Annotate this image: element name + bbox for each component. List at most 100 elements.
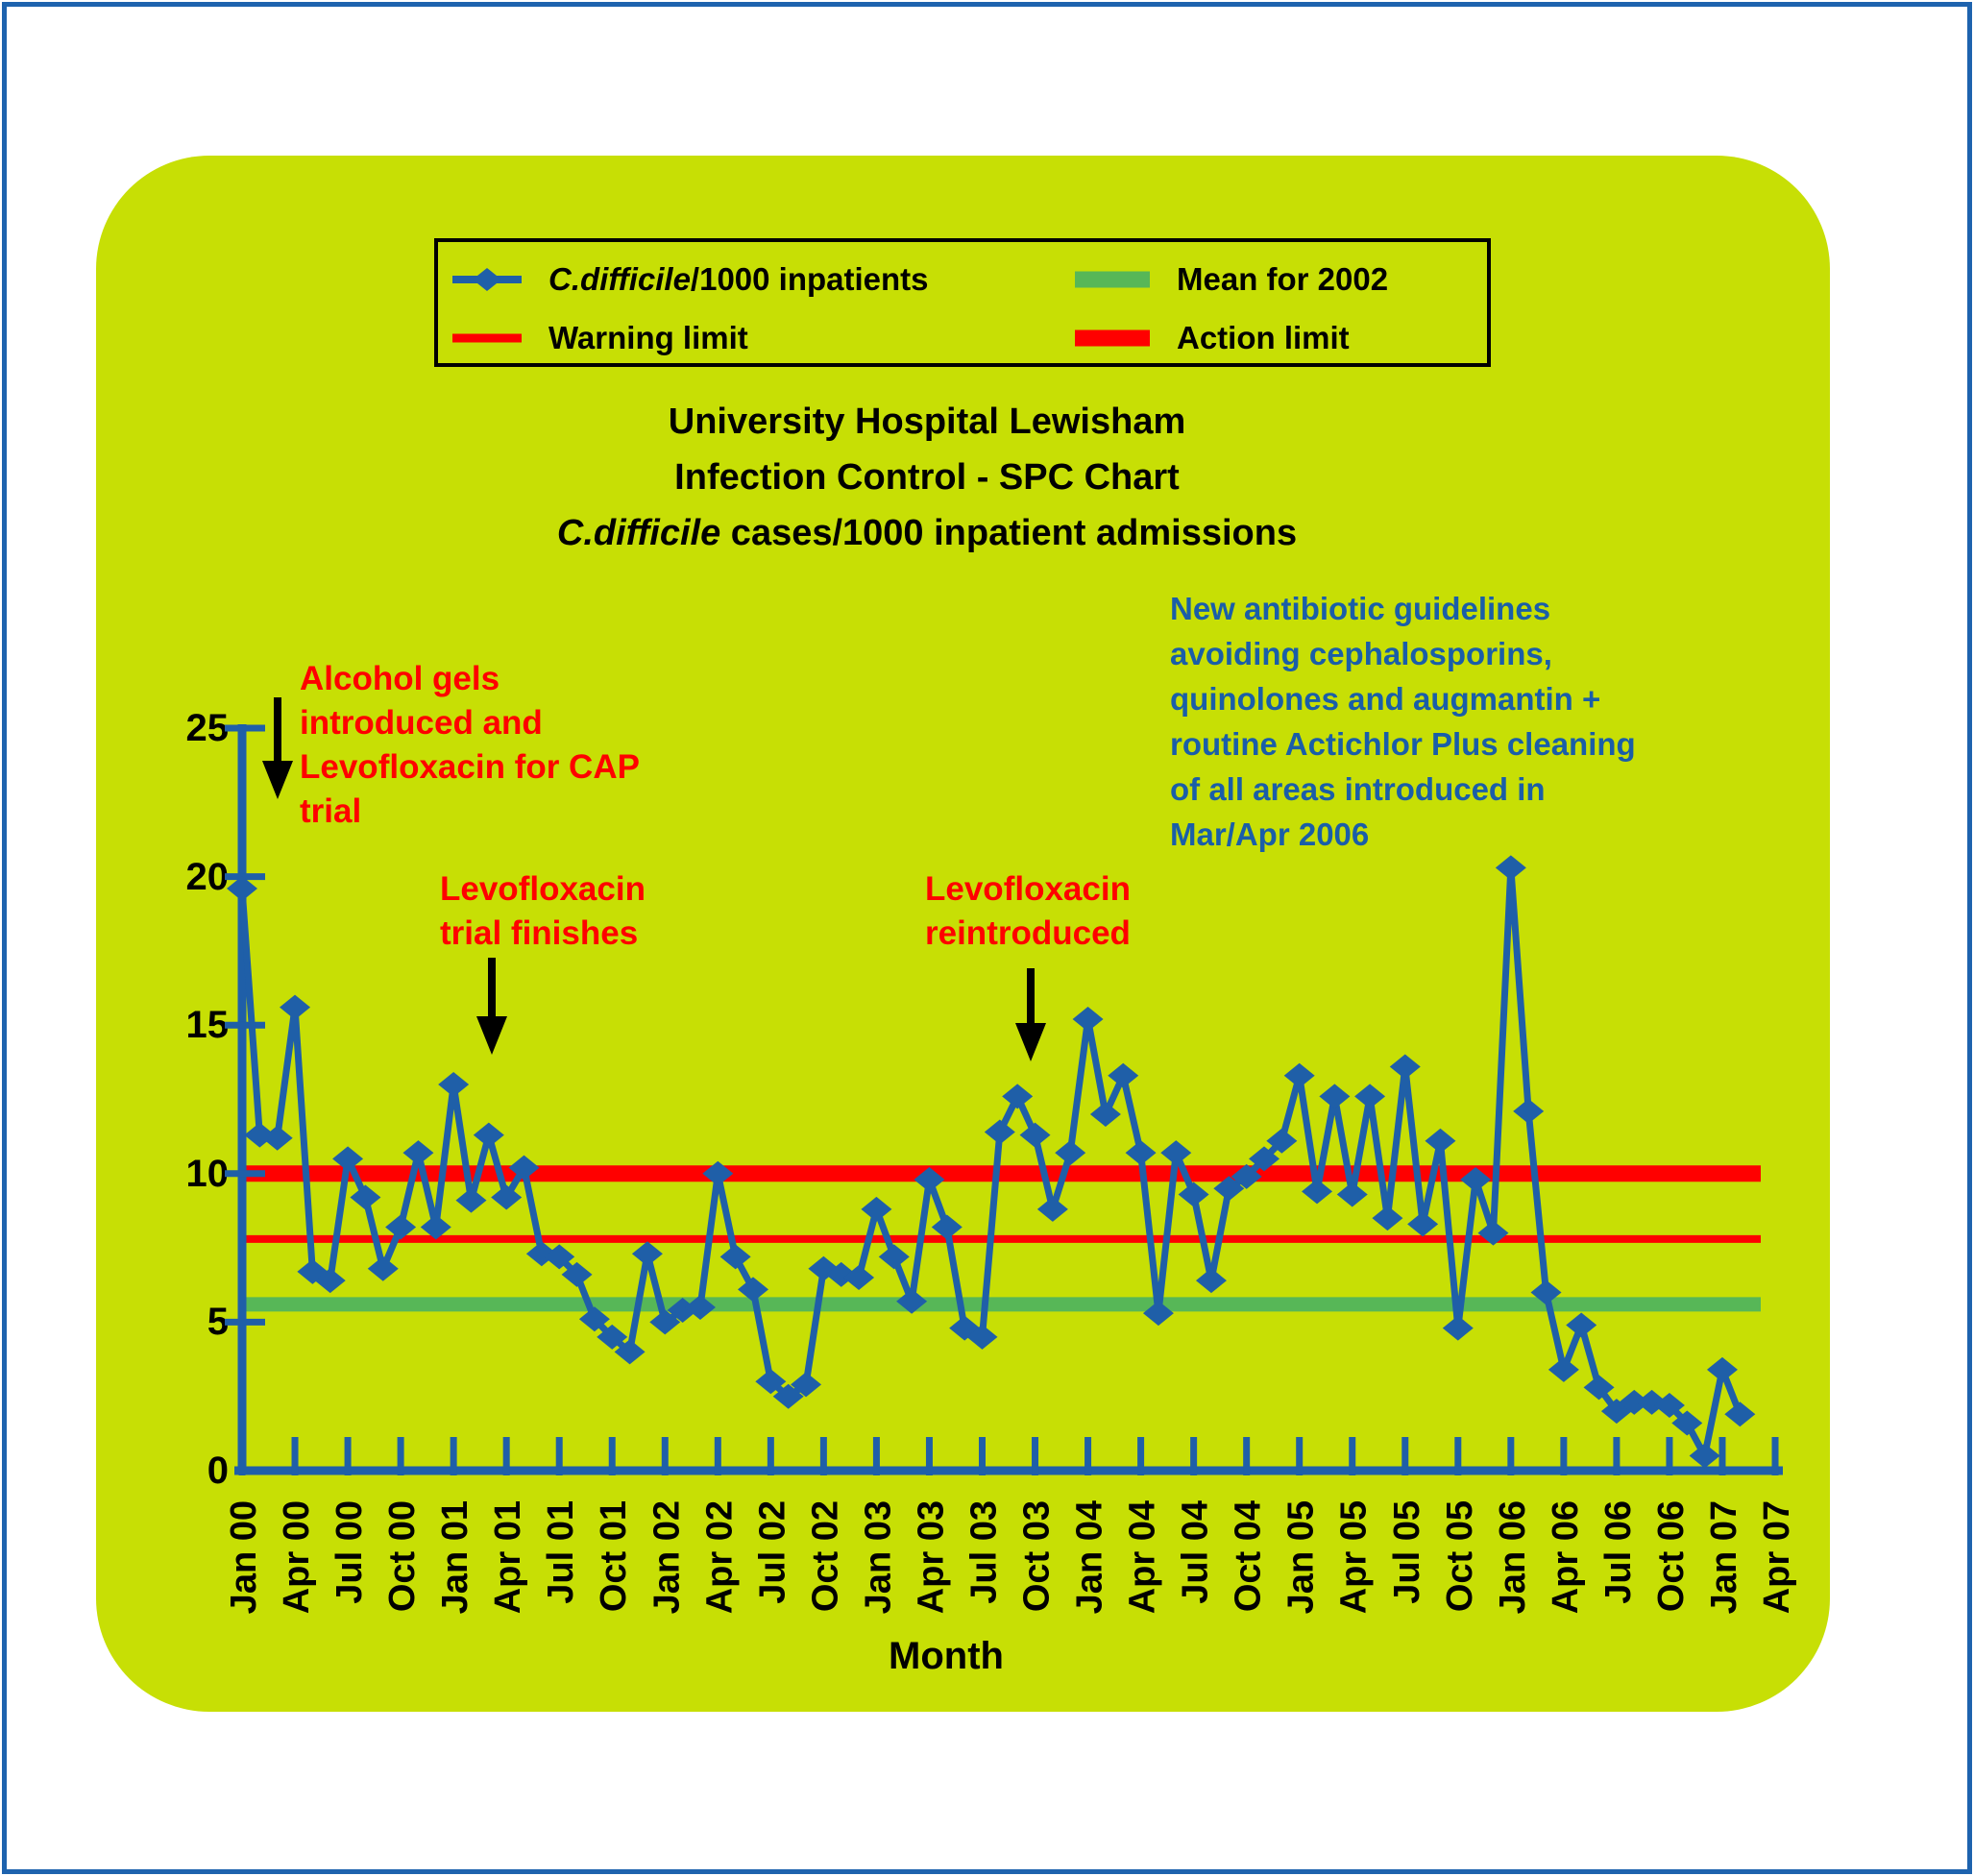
data-point-diamond xyxy=(702,1160,734,1186)
x-axis-title: Month xyxy=(889,1635,1004,1677)
data-point-diamond xyxy=(1460,1166,1492,1192)
data-point-diamond xyxy=(314,1268,346,1294)
data-point-diamond xyxy=(420,1214,451,1240)
chart-title-line1: University Hospital Lewisham xyxy=(668,402,1186,442)
x-tick-label: Jan 03 xyxy=(858,1500,898,1614)
data-point-diamond xyxy=(1055,1140,1086,1166)
data-point-diamond xyxy=(843,1265,875,1291)
data-point-diamond xyxy=(1195,1268,1227,1294)
annotation-line: Mar/Apr 2006 xyxy=(1170,816,1370,852)
x-tick-label: Jan 05 xyxy=(1281,1500,1322,1614)
data-point-diamond xyxy=(1354,1084,1386,1109)
x-tick-label: Oct 05 xyxy=(1440,1500,1480,1612)
data-point-diamond xyxy=(1089,1101,1121,1127)
data-point-diamond xyxy=(914,1166,945,1192)
data-point-diamond xyxy=(1583,1375,1615,1401)
data-point-diamond xyxy=(544,1244,575,1270)
cdifficile-series-line xyxy=(238,864,1743,1460)
data-point-diamond xyxy=(1160,1140,1192,1166)
warning-line-icon xyxy=(452,318,522,358)
y-tick-label: 15 xyxy=(185,1004,230,1047)
data-point-diamond xyxy=(614,1339,646,1365)
data-point-diamond xyxy=(561,1261,593,1287)
chart-title-line2: Infection Control - SPC Chart xyxy=(674,457,1180,498)
chart-title-line3: C.difficile cases/1000 inpatient admissi… xyxy=(556,513,1298,553)
data-point-diamond xyxy=(1530,1279,1562,1305)
annotation-line: reintroduced xyxy=(925,914,1131,952)
annotation-line: Alcohol gels xyxy=(300,660,500,697)
y-tick-label: 25 xyxy=(185,707,230,749)
annotation-line: Levofloxacin for CAP xyxy=(300,748,640,786)
x-tick-label: Jan 07 xyxy=(1704,1500,1744,1614)
data-point-diamond xyxy=(1036,1196,1068,1222)
data-point-diamond xyxy=(1619,1389,1650,1415)
x-tick-label: Jul 01 xyxy=(541,1500,581,1604)
x-tick-label: Jul 05 xyxy=(1387,1500,1427,1604)
legend-item-series: C.difficile/1000 inpatients xyxy=(452,259,929,300)
data-point-diamond xyxy=(1125,1140,1157,1166)
y-tick-label: 5 xyxy=(207,1301,229,1344)
legend-label-series: C.difficile/1000 inpatients xyxy=(548,261,929,297)
data-point-diamond xyxy=(1425,1128,1456,1154)
x-tick-label: Apr 02 xyxy=(699,1500,740,1614)
data-point-diamond xyxy=(1249,1146,1280,1172)
data-point-diamond xyxy=(280,994,311,1020)
data-point-diamond xyxy=(1548,1356,1579,1382)
data-point-diamond xyxy=(508,1155,540,1181)
data-point-diamond xyxy=(473,1122,504,1148)
y-tick-label: 20 xyxy=(185,855,230,898)
data-point-diamond xyxy=(1389,1054,1421,1080)
data-point-diamond xyxy=(719,1244,751,1270)
data-point-diamond xyxy=(684,1294,716,1320)
annotation-arrow-head xyxy=(476,1016,507,1055)
x-tick-label: Jul 03 xyxy=(963,1500,1004,1604)
data-point-diamond xyxy=(1319,1084,1351,1109)
x-tick-label: Oct 01 xyxy=(594,1500,634,1612)
data-point-diamond xyxy=(1724,1401,1756,1427)
data-point-diamond xyxy=(455,1187,487,1213)
annotation-line: avoiding cephalosporins, xyxy=(1170,636,1552,671)
data-point-diamond xyxy=(1336,1182,1368,1207)
annotation-line: introduced and xyxy=(300,704,543,742)
data-point-diamond xyxy=(1706,1356,1738,1382)
x-tick-label: Apr 03 xyxy=(911,1500,951,1614)
x-tick-label: Apr 04 xyxy=(1123,1500,1163,1614)
data-point-diamond xyxy=(896,1288,928,1314)
data-point-diamond xyxy=(631,1241,663,1267)
data-point-diamond xyxy=(367,1255,399,1281)
mean-line-icon xyxy=(1075,259,1150,300)
data-point-diamond xyxy=(1477,1220,1509,1246)
data-point-diamond xyxy=(1108,1062,1139,1088)
data-point-diamond xyxy=(438,1072,470,1098)
x-tick-label: Apr 00 xyxy=(277,1500,317,1614)
annotation-arrow-head xyxy=(262,761,293,799)
annotation-line: trial finishes xyxy=(440,914,639,952)
data-point-diamond xyxy=(1671,1410,1703,1436)
annotation-line: routine Actichlor Plus cleaning xyxy=(1170,726,1636,762)
data-point-diamond xyxy=(931,1214,963,1240)
x-tick-label: Jul 02 xyxy=(752,1500,792,1604)
legend-label-action: Action limit xyxy=(1177,320,1350,355)
data-point-diamond xyxy=(755,1369,787,1395)
x-tick-label: Jan 02 xyxy=(646,1500,687,1614)
data-point-diamond xyxy=(1372,1206,1403,1231)
data-point-diamond xyxy=(261,1125,293,1151)
x-tick-label: Jan 06 xyxy=(1493,1500,1533,1614)
data-point-diamond xyxy=(1689,1443,1720,1469)
data-point-diamond xyxy=(1495,855,1526,881)
data-point-diamond xyxy=(402,1140,434,1166)
legend-item-mean: Mean for 2002 xyxy=(1075,259,1388,300)
legend-label-warning: Warning limit xyxy=(548,320,748,355)
x-tick-label: Jan 04 xyxy=(1070,1500,1110,1614)
x-tick-label: Apr 06 xyxy=(1546,1500,1586,1614)
data-point-diamond xyxy=(1266,1128,1298,1154)
annotation-reintroduced: Levofloxacin reintroduced xyxy=(925,867,1131,956)
legend-item-action: Action limit xyxy=(1075,318,1350,358)
data-point-diamond xyxy=(772,1383,804,1409)
annotation-line: Levofloxacin xyxy=(925,870,1131,908)
chart-panel xyxy=(96,156,1830,1712)
x-tick-label: Oct 04 xyxy=(1229,1500,1269,1612)
annotation-arrow-head xyxy=(1015,1023,1046,1061)
